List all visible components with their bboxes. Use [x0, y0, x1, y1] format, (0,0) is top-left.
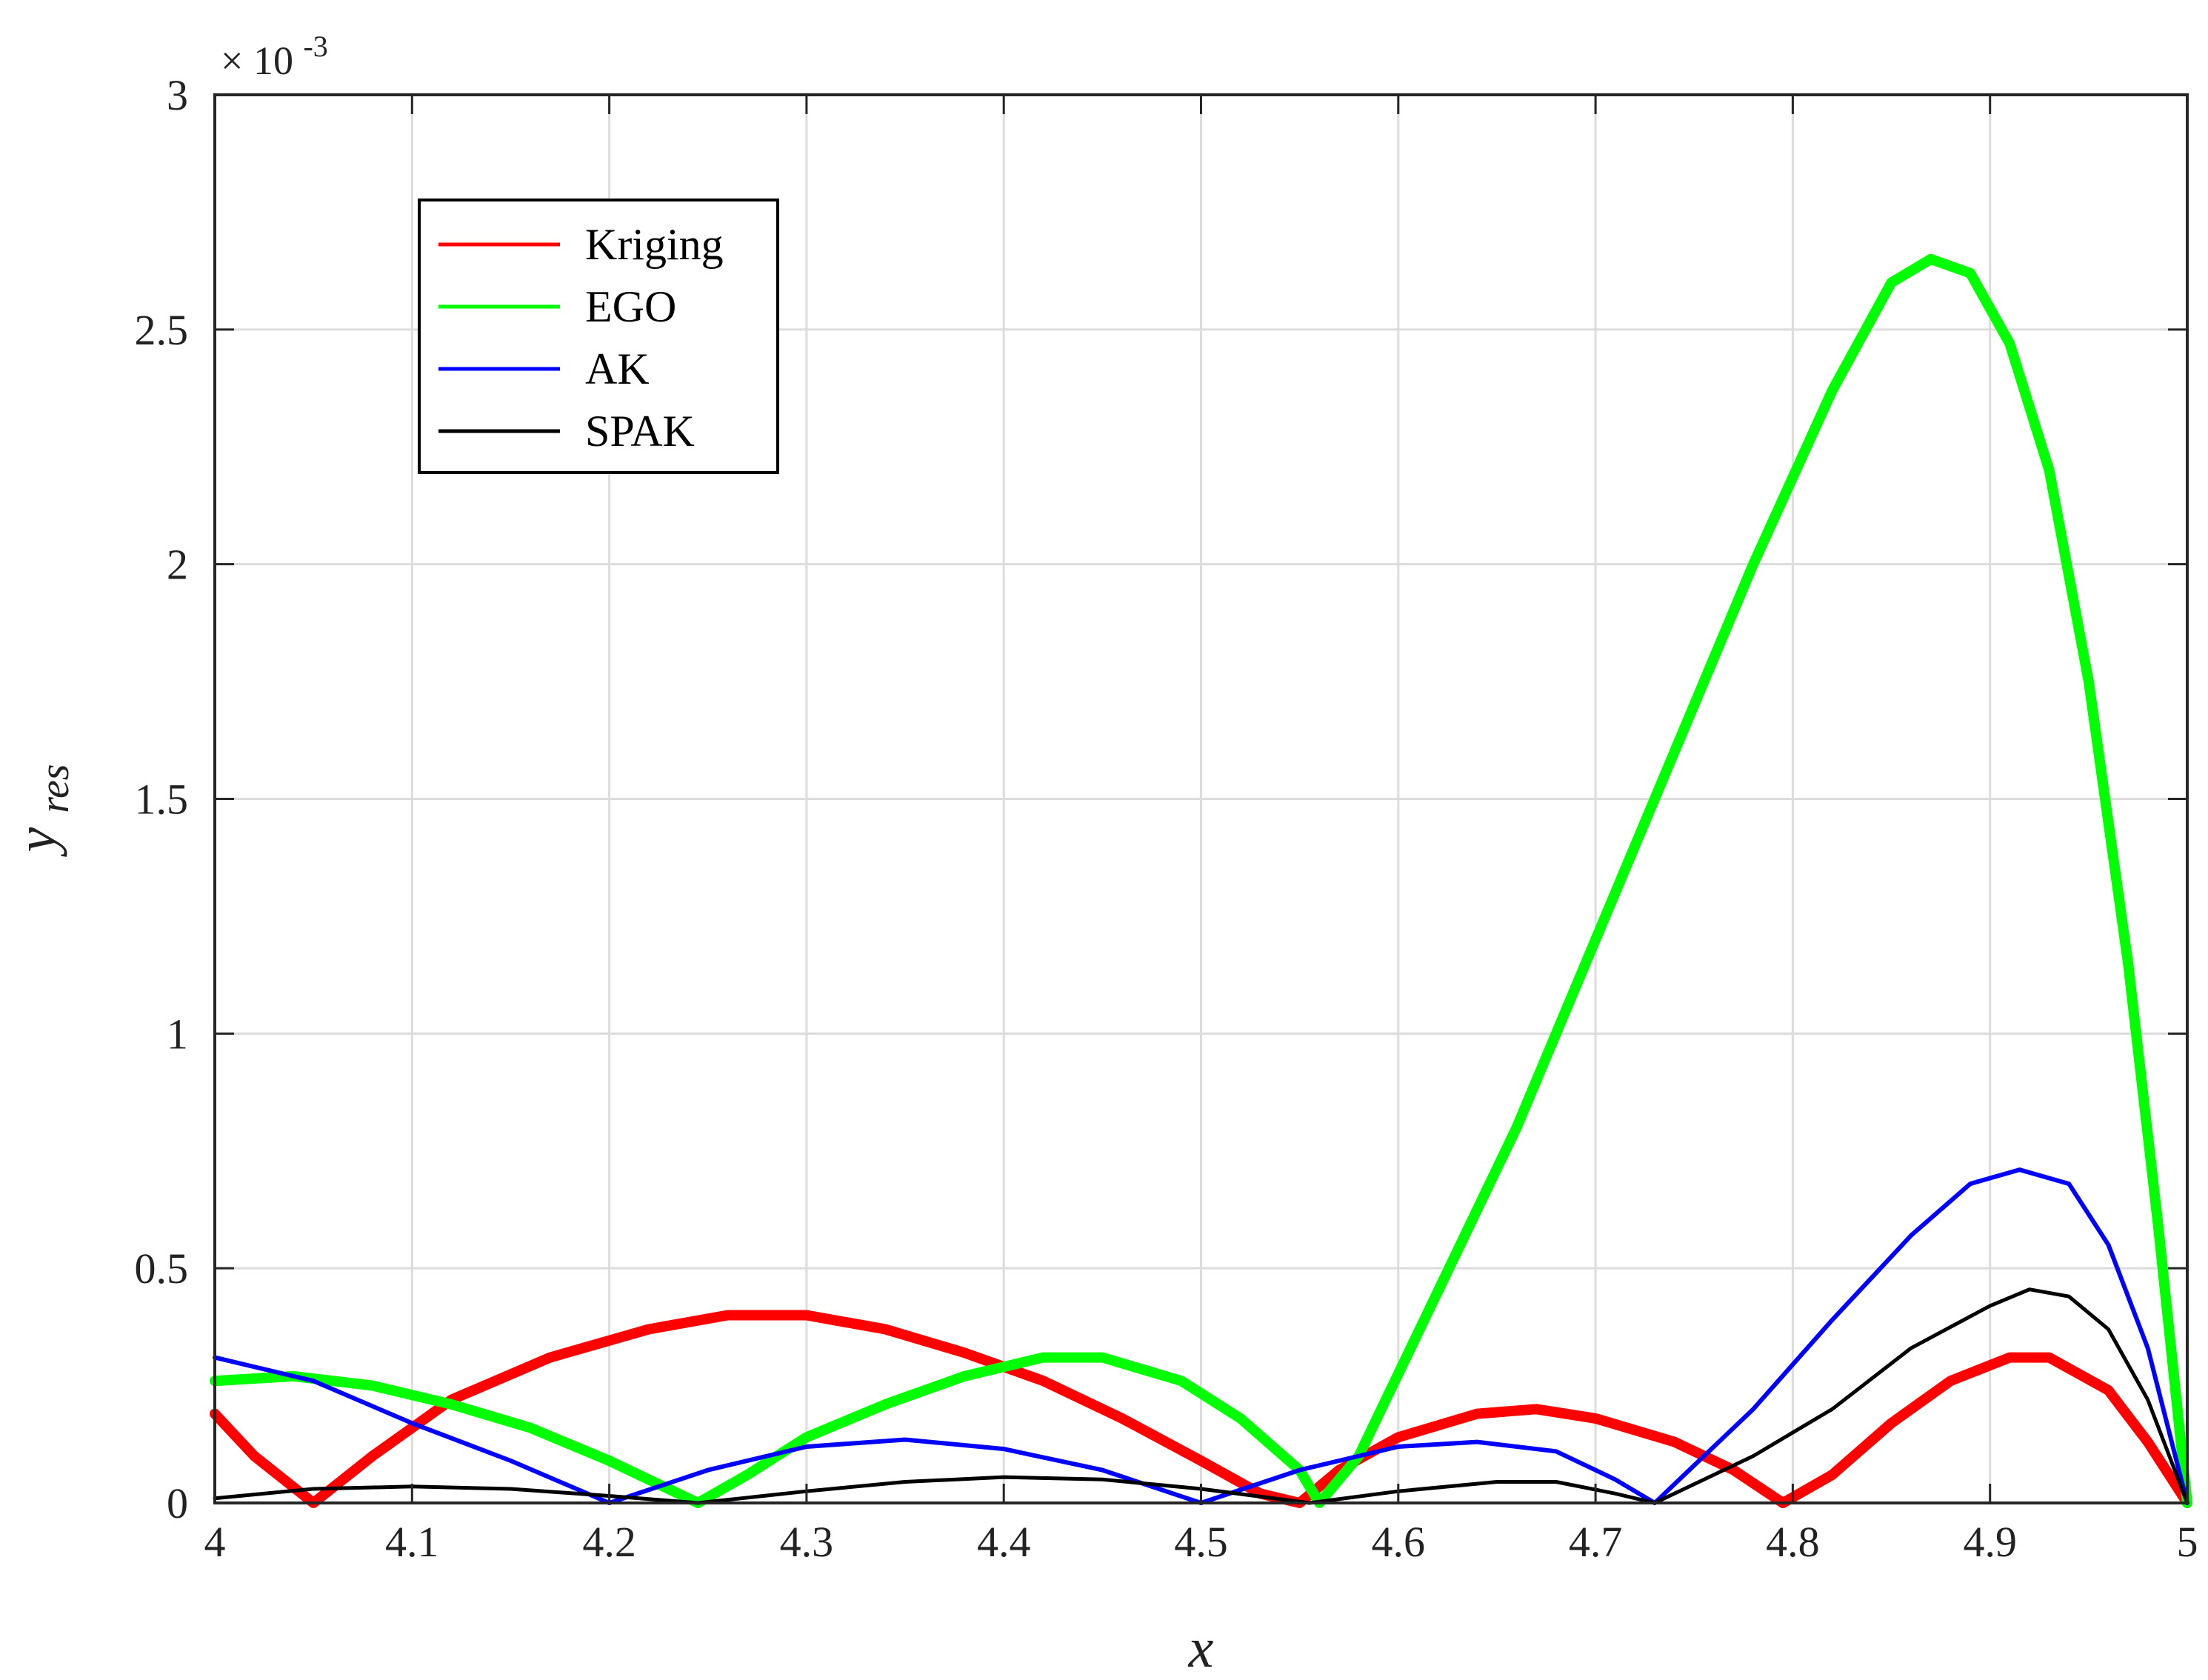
legend: Kriging EGO AK SPAK: [418, 199, 779, 474]
y-tick-label: 0: [167, 1479, 188, 1527]
y-multiplier-exponent: -3: [303, 30, 327, 63]
x-tick-label: 4.8: [1766, 1518, 1820, 1566]
y-axis-title-subscript: res: [32, 764, 78, 813]
y-multiplier-base: × 10: [221, 39, 293, 83]
x-tick-label: 5: [2177, 1518, 2198, 1566]
y-tick-label: 2: [167, 541, 188, 589]
x-tick-label: 4.3: [780, 1518, 834, 1566]
x-tick-label: 4: [204, 1518, 226, 1566]
axis-ticks: [213, 93, 2189, 1504]
series-line-spak: [213, 1287, 2189, 1505]
x-tick-label: 4.1: [385, 1518, 439, 1566]
x-tick-label: 4.6: [1372, 1518, 1426, 1566]
y-axis-multiplier: × 10 -3: [221, 30, 328, 83]
y-tick-label: 1: [167, 1010, 188, 1058]
legend-label-kriging: Kriging: [585, 220, 724, 269]
y-tick-label: 1.5: [135, 776, 189, 824]
y-tick-label: 3: [167, 71, 188, 119]
series-line-kriging: [210, 1310, 2192, 1508]
x-tick-label: 4.5: [1174, 1518, 1228, 1566]
x-tick-label: 4.4: [977, 1518, 1031, 1566]
x-tick-label: 4.7: [1569, 1518, 1623, 1566]
x-axis-title: x: [1188, 1617, 1214, 1679]
tick-labels: 4 4.1 4.2 4.3 4.4 4.5 4.6 4.7 4.8 4.9 5 0 0.5 1 1.5 2 2.…: [135, 71, 2198, 1566]
x-tick-label: 4.9: [1963, 1518, 2017, 1566]
legend-label-spak: SPAK: [585, 407, 695, 456]
y-axis-title-base: y: [5, 827, 67, 858]
y-axis-title: y res: [5, 764, 78, 857]
x-tick-label: 4.2: [582, 1518, 636, 1566]
legend-label-ego: EGO: [585, 282, 676, 331]
y-tick-label: 0.5: [135, 1244, 189, 1293]
legend-label-ak: AK: [585, 344, 650, 393]
y-tick-label: 2.5: [135, 306, 189, 354]
